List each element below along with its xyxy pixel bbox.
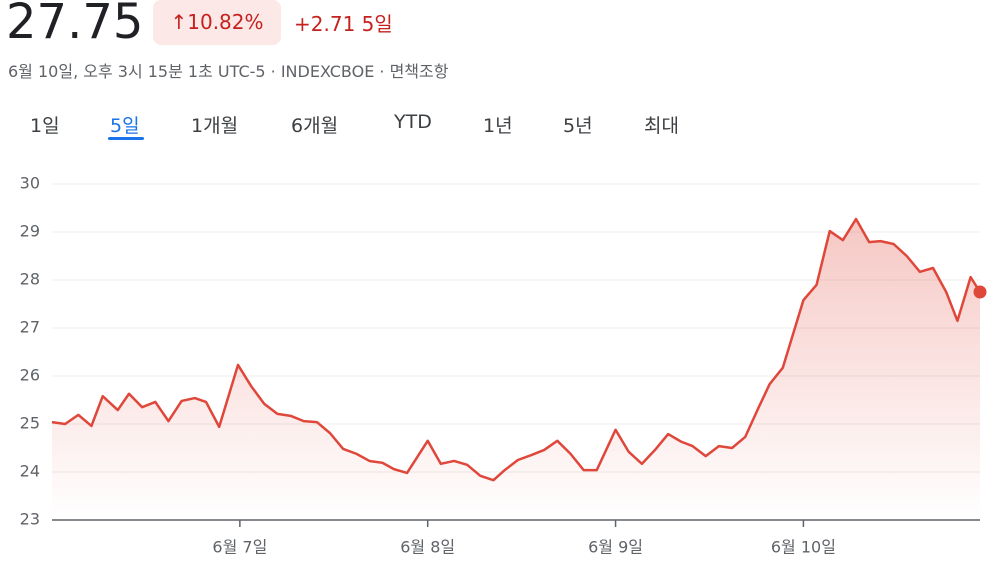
x-tick-label: 6월 8일 <box>400 538 455 557</box>
range-tab[interactable]: 1년 <box>483 115 513 137</box>
range-tab[interactable]: 5일 <box>110 115 140 137</box>
y-tick-label: 29 <box>20 222 40 241</box>
y-tick-label: 28 <box>20 270 40 289</box>
range-tab[interactable]: 1개월 <box>191 115 239 137</box>
timestamp: 6월 10일, 오후 3시 15분 1초 UTC-5 · INDEXCBOE ·… <box>8 62 449 81</box>
y-tick-label: 30 <box>20 174 40 193</box>
change-absolute: +2.71 5일 <box>294 12 393 36</box>
y-tick-label: 23 <box>20 510 40 529</box>
price-line <box>51 217 982 482</box>
range-tab[interactable]: 5년 <box>563 115 593 137</box>
change-badge: ↑10.82% <box>153 0 281 45</box>
change-percent: 10.82% <box>187 10 264 34</box>
tab-underline <box>108 137 144 140</box>
area <box>52 219 980 521</box>
x-tick-label: 6월 10일 <box>771 538 836 557</box>
range-tab[interactable]: 최대 <box>644 115 679 137</box>
range-tab[interactable]: 6개월 <box>291 115 339 137</box>
y-tick-label: 24 <box>20 462 40 481</box>
range-tab[interactable]: 1일 <box>30 115 60 137</box>
x-tick-label: 6월 7일 <box>212 538 267 557</box>
y-tick-label: 26 <box>20 366 40 385</box>
price: 27.75 <box>6 0 144 50</box>
last-point <box>973 285 987 299</box>
y-tick-label: 27 <box>20 318 40 337</box>
y-tick-label: 25 <box>20 414 40 433</box>
range-tab[interactable]: YTD <box>394 111 432 133</box>
x-tick-label: 6월 9일 <box>588 538 643 557</box>
